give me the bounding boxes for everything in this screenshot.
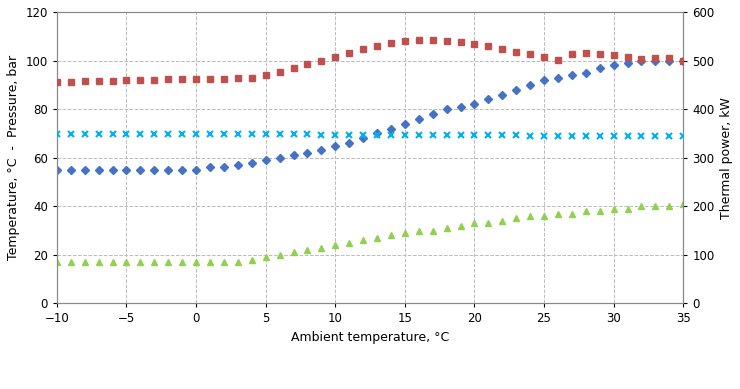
Y-axis label: Temperature, °C  -  Pressure, bar: Temperature, °C - Pressure, bar — [7, 55, 20, 260]
X-axis label: Ambient temperature, °C: Ambient temperature, °C — [291, 331, 449, 344]
Y-axis label: Thermal power, kW: Thermal power, kW — [720, 97, 733, 219]
